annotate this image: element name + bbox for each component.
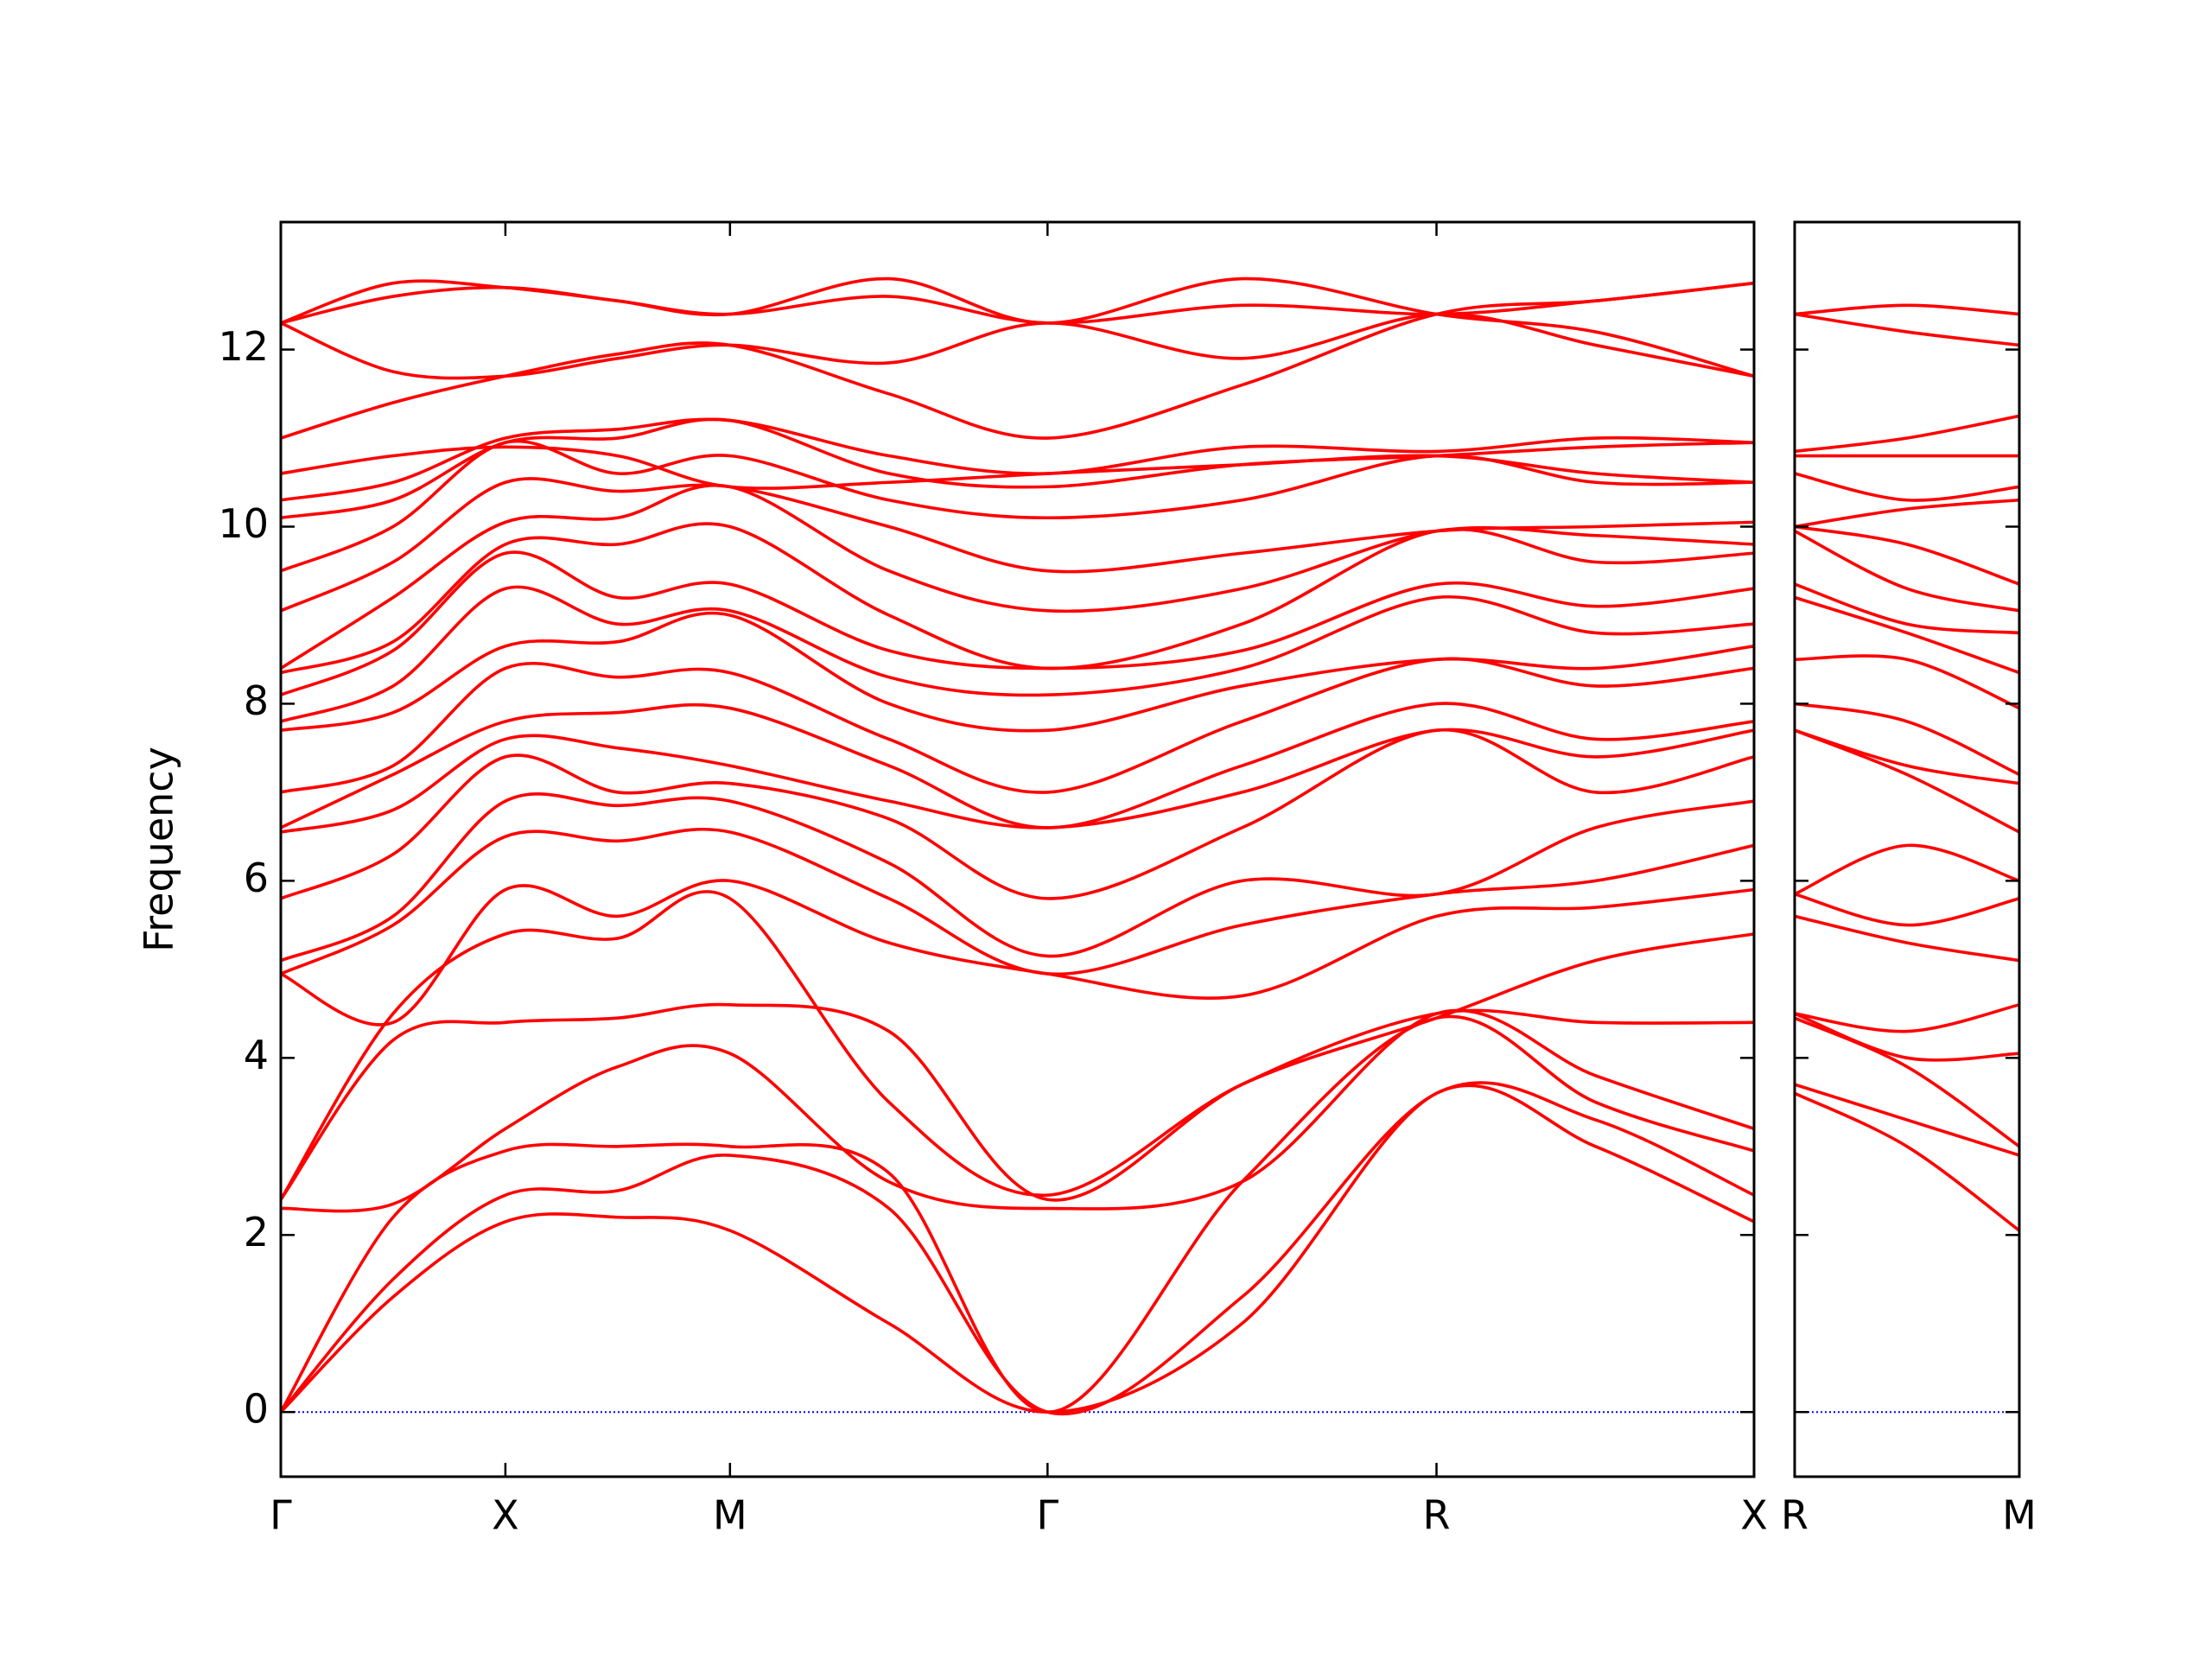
band-line [281, 728, 1754, 900]
band-line [281, 445, 1754, 490]
y-tick-label: 6 [244, 855, 269, 901]
band-line [281, 1008, 1754, 1213]
band-line [1795, 1003, 2019, 1033]
band-line [1795, 524, 2019, 586]
band-line [281, 276, 1754, 378]
y-tick-label: 2 [244, 1209, 269, 1255]
band-line [1795, 893, 2019, 927]
band-line [281, 477, 1754, 613]
band-line [281, 550, 1754, 696]
band-line [1795, 1012, 2019, 1062]
band-line [1795, 728, 2019, 834]
band-line [281, 657, 1754, 794]
band-line [1795, 472, 2019, 502]
band-line [281, 1002, 1754, 1202]
band-line [1795, 1083, 2019, 1157]
band-line [281, 1084, 1754, 1414]
x-tick-label: Γ [1037, 1492, 1059, 1539]
band-line [281, 792, 1754, 963]
band-line [281, 828, 1754, 976]
y-tick-label: 10 [218, 500, 269, 547]
band-line [281, 417, 1754, 502]
band-line [1795, 654, 2019, 710]
band-line [1795, 595, 2019, 675]
band-line [281, 484, 1754, 670]
band-line [281, 611, 1754, 733]
band-line [281, 1014, 1754, 1414]
band-line [1795, 728, 2019, 785]
x-tick-label: X [492, 1492, 519, 1539]
band-line [1795, 702, 2019, 777]
y-axis-label: Frequency [136, 747, 182, 952]
x-tick-label: R [1423, 1492, 1451, 1539]
band-line [1795, 1016, 2019, 1148]
y-tick-label: 0 [244, 1386, 269, 1433]
band-line [281, 522, 1754, 675]
y-tick-label: 8 [244, 677, 269, 724]
band-line [281, 585, 1754, 723]
y-tick-label: 4 [244, 1032, 269, 1078]
band-line [281, 1081, 1754, 1415]
band-line [1795, 530, 2019, 613]
band-line [1795, 414, 2019, 454]
band-line [281, 702, 1754, 830]
band-line [1795, 914, 2019, 963]
band-line [1795, 1091, 2019, 1232]
plot-frame [279, 220, 1756, 1478]
band-line [281, 890, 1754, 1201]
plot-frame [1793, 220, 2021, 1478]
x-tick-label: Γ [270, 1492, 292, 1539]
x-tick-label: M [2002, 1492, 2037, 1539]
y-tick-label: 12 [218, 323, 269, 370]
band-line [1795, 498, 2019, 529]
band-line [281, 879, 1754, 1027]
band-line [1795, 843, 2019, 896]
band-line [1795, 303, 2019, 316]
band-line [1795, 582, 2019, 635]
x-tick-label: R [1781, 1492, 1808, 1539]
x-tick-label: M [713, 1492, 747, 1539]
band-line [281, 728, 1754, 834]
band-line [281, 439, 1754, 573]
x-tick-label: X [1740, 1492, 1768, 1539]
band-line [1795, 312, 2019, 347]
